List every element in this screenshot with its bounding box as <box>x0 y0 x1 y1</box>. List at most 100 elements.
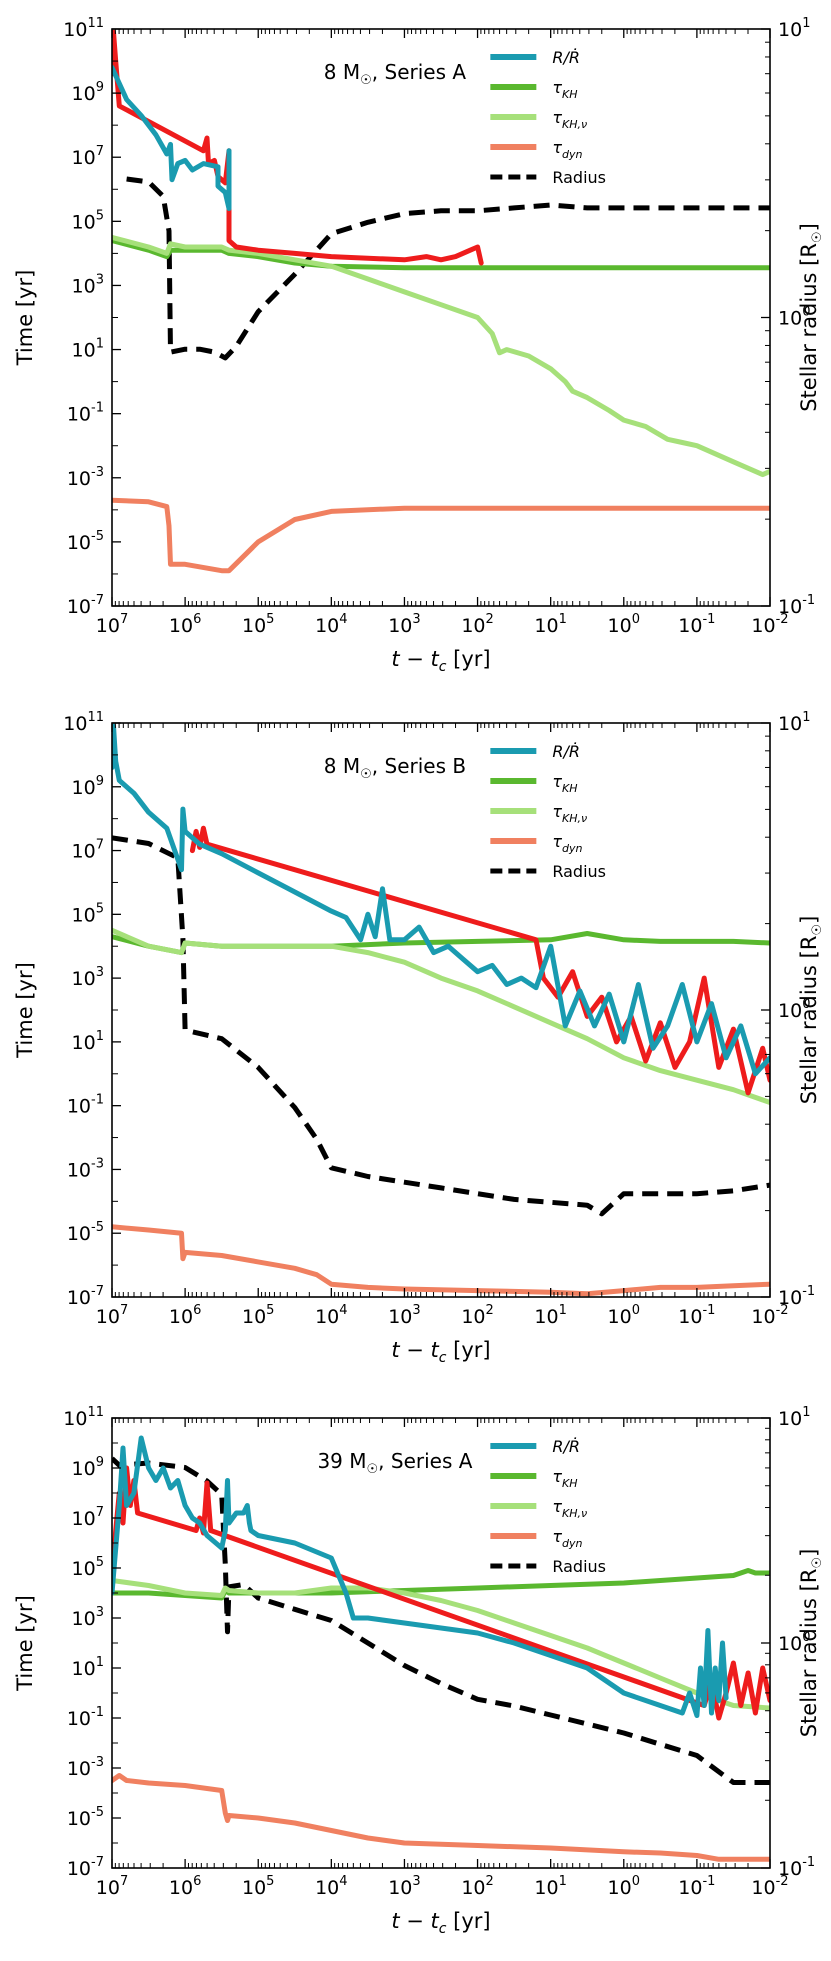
tick-exponent: -7 <box>91 1855 104 1870</box>
x-axis-title: t − tc [yr] <box>391 647 490 675</box>
legend-label-sub: KH <box>562 1477 578 1490</box>
y-left-tick-label: 1011 <box>63 16 104 41</box>
tick-base: 10 <box>72 1458 96 1480</box>
tick-base: 10 <box>608 1877 632 1899</box>
series-line-radius <box>126 176 770 361</box>
x-tick-label: 104 <box>315 612 347 637</box>
y-right-axis-title: Stellar radius [R☉] <box>797 223 825 412</box>
y-left-tick-label: 101 <box>72 1655 104 1680</box>
x-tick-label: 102 <box>461 1303 493 1328</box>
tick-base: 10 <box>169 1306 193 1328</box>
tick-base: 10 <box>461 1877 485 1899</box>
panel-title: 8 M☉, Series B <box>324 754 466 782</box>
tick-base: 10 <box>63 1408 87 1430</box>
tick-base: 10 <box>678 1877 702 1899</box>
x-tick-label: 10-2 <box>751 1303 788 1328</box>
tick-base: 10 <box>67 404 91 426</box>
tick-exponent: 0 <box>632 1874 640 1889</box>
tick-base: 10 <box>67 1808 91 1830</box>
legend-label-main: τ <box>552 1497 562 1516</box>
tick-exponent: 3 <box>96 1605 104 1620</box>
tick-exponent: 0 <box>802 305 810 320</box>
legend-label-main: τ <box>552 832 562 851</box>
tick-base: 10 <box>315 615 339 637</box>
tick-base: 10 <box>778 19 802 41</box>
y-right-tick-label: 10-1 <box>778 593 815 618</box>
tick-base: 10 <box>96 1306 120 1328</box>
legend-label-main: R/Ṙ <box>552 742 580 761</box>
tick-exponent: 0 <box>632 1303 640 1318</box>
series-line-R-Rdot-red <box>112 29 484 266</box>
tick-base: 10 <box>63 19 87 41</box>
tick-base: 10 <box>67 1159 91 1181</box>
tick-exponent: 7 <box>96 838 104 853</box>
x-tick-label: 10-2 <box>751 612 788 637</box>
tick-exponent: 11 <box>87 1405 104 1420</box>
tick-exponent: -1 <box>91 1705 104 1720</box>
tick-exponent: -5 <box>91 1220 104 1235</box>
tick-base: 10 <box>72 968 96 990</box>
series-line-tau-dyn <box>112 1224 770 1297</box>
x-axis-title-unit: [yr] <box>447 1338 491 1362</box>
tick-exponent: 1 <box>802 16 810 31</box>
x-axis-title: t − tc [yr] <box>391 1909 490 1937</box>
tick-exponent: -1 <box>702 1874 715 1889</box>
sun-symbol: ☉ <box>367 1462 379 1477</box>
y-right-title-suffix: ] <box>797 223 821 231</box>
tick-base: 10 <box>778 1000 802 1022</box>
tick-exponent: -2 <box>776 1303 789 1318</box>
tick-base: 10 <box>778 713 802 735</box>
tick-exponent: 1 <box>559 1874 567 1889</box>
tick-exponent: 9 <box>96 774 104 789</box>
tick-base: 10 <box>778 1633 802 1655</box>
x-tick-label: 102 <box>461 612 493 637</box>
y-right-tick-label: 101 <box>778 1405 810 1430</box>
legend-label-main: τ <box>552 138 562 157</box>
tick-base: 10 <box>67 532 91 554</box>
y-right-title-suffix: ] <box>797 1549 821 1557</box>
tick-base: 10 <box>751 1877 775 1899</box>
x-axis-title-unit: [yr] <box>447 1909 491 1933</box>
tick-exponent: 3 <box>96 272 104 287</box>
y-right-title-suffix: ] <box>797 916 821 924</box>
tick-exponent: -7 <box>91 1284 104 1299</box>
x-tick-label: 105 <box>242 612 274 637</box>
y-right-title-prefix: Stellar radius [R <box>797 1569 821 1738</box>
y-right-tick-label: 10-1 <box>778 1284 815 1309</box>
tick-exponent: 7 <box>120 1303 128 1318</box>
tick-exponent: -1 <box>702 1303 715 1318</box>
tick-exponent: 7 <box>96 1505 104 1520</box>
legend-label-tau-dyn: τdyn <box>552 832 582 855</box>
legend-label-tau-KH: τKH <box>552 78 577 101</box>
x-tick-label: 103 <box>388 1303 420 1328</box>
tick-exponent: 5 <box>266 1874 274 1889</box>
y-left-tick-label: 10-5 <box>67 1220 104 1245</box>
y-right-tick-label: 100 <box>778 305 810 330</box>
tick-exponent: 1 <box>802 710 810 725</box>
tick-base: 10 <box>67 468 91 490</box>
tick-base: 10 <box>67 1287 91 1309</box>
y-right-title-prefix: Stellar radius [R <box>797 243 821 412</box>
tick-base: 10 <box>72 1032 96 1054</box>
y-left-tick-label: 109 <box>72 1455 104 1480</box>
x-tick-label: 106 <box>169 1303 201 1328</box>
panel-title-series: , Series A <box>378 1449 473 1473</box>
plot-area <box>112 1435 770 1862</box>
legend-label-sub: KH,ν <box>562 812 587 825</box>
legend-label-R-Rdot: R/Ṙ <box>552 48 580 67</box>
y-left-tick-label: 10-7 <box>67 1855 104 1880</box>
tick-base: 10 <box>72 83 96 105</box>
x-axis-title-math: t − t <box>391 1909 439 1933</box>
tick-exponent: 6 <box>193 1874 201 1889</box>
tick-base: 10 <box>72 1558 96 1580</box>
tick-base: 10 <box>63 713 87 735</box>
tick-exponent: 2 <box>486 612 494 627</box>
axes-frame <box>111 28 771 607</box>
tick-exponent: 4 <box>339 1874 347 1889</box>
tick-base: 10 <box>608 1306 632 1328</box>
tick-exponent: -7 <box>91 593 104 608</box>
legend-label-sub: KH,ν <box>562 1507 587 1520</box>
tick-base: 10 <box>169 615 193 637</box>
x-axis-title-sub: c <box>439 1921 447 1937</box>
